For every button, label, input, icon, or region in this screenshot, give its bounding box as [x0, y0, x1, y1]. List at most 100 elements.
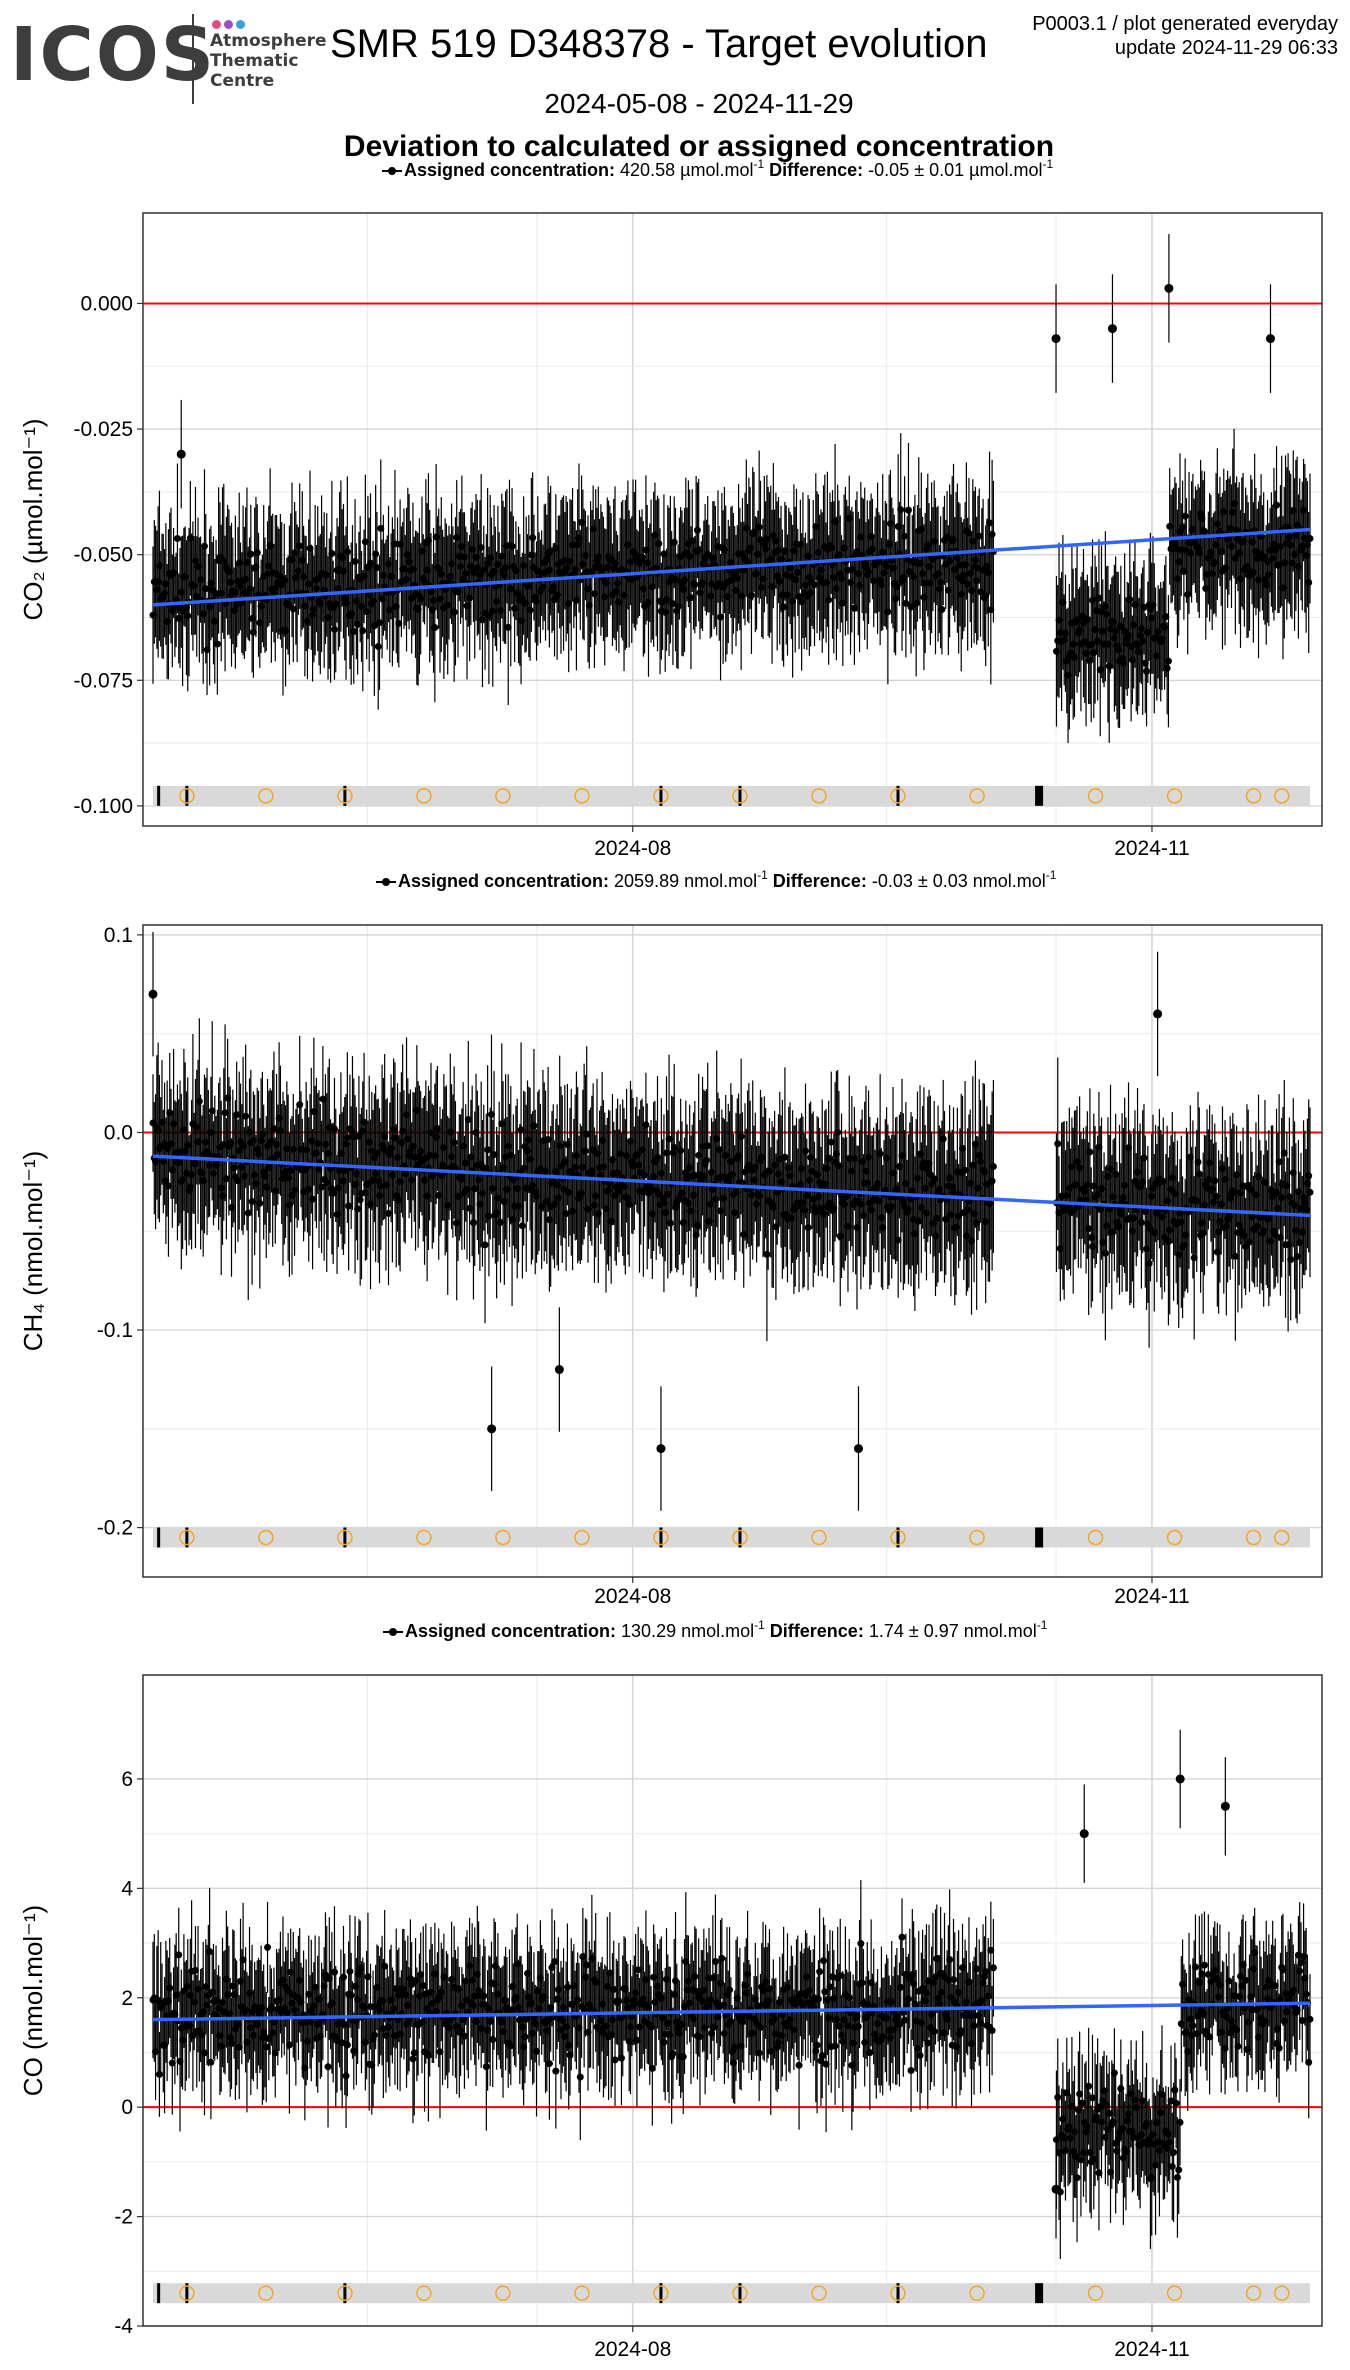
- data-point: [270, 1125, 278, 1133]
- data-point: [780, 603, 788, 611]
- data-point: [1107, 324, 1117, 334]
- chart-subtitle: Deviation to calculated or assigned conc…: [343, 130, 1055, 163]
- logo-sub-line-2: Thematic: [210, 51, 299, 71]
- marker-circle: [495, 1529, 511, 1546]
- data-point: [184, 612, 192, 620]
- data-point: [395, 619, 403, 627]
- chart-panel-co2: Assigned concentration: 420.58 µmol.mol-…: [18, 157, 1323, 860]
- marker-tick: [659, 1527, 663, 1548]
- data-point: [957, 2027, 965, 2035]
- data-point: [195, 1097, 203, 1105]
- data-point: [802, 1147, 810, 1155]
- data-point: [717, 613, 725, 621]
- data-point: [419, 1982, 427, 1990]
- data-point: [711, 1957, 719, 1965]
- data-point: [370, 622, 378, 630]
- data-point: [347, 1991, 355, 1999]
- data-point: [737, 1133, 745, 1141]
- data-point: [330, 1968, 338, 1976]
- marker-strip: [153, 1527, 1310, 1548]
- data-point: [1287, 1256, 1295, 1264]
- data-point: [168, 2059, 176, 2067]
- data-point: [311, 1983, 319, 1991]
- marker-tick: [157, 785, 161, 806]
- marker-tick: [896, 2283, 900, 2304]
- marker-circle: [179, 2285, 195, 2301]
- data-point: [1211, 1177, 1219, 1185]
- data-point: [436, 2048, 444, 2056]
- data-point: [853, 1444, 863, 1454]
- data-point: [460, 2032, 468, 2040]
- marker-circle: [179, 1529, 195, 1546]
- data-point: [381, 1962, 389, 1970]
- data-point: [669, 2049, 677, 2057]
- data-point: [343, 2041, 351, 2049]
- data-point: [939, 1135, 947, 1143]
- data-point: [166, 1984, 174, 1992]
- data-point: [897, 1983, 905, 1991]
- data-point: [1145, 1260, 1153, 1268]
- data-point: [1164, 283, 1174, 293]
- data-point: [822, 2060, 830, 2068]
- x-tick-label: 2024-11: [1114, 837, 1190, 860]
- marker-circle: [969, 788, 985, 804]
- data-point: [1194, 1158, 1202, 1166]
- data-point: [615, 1997, 623, 2005]
- data-point: [1285, 1193, 1293, 1201]
- data-point: [239, 1956, 247, 1964]
- data-point: [385, 1209, 393, 1217]
- data-point: [820, 1957, 828, 1965]
- marker-circle: [653, 1529, 669, 1546]
- data-point: [202, 585, 210, 593]
- data-point: [973, 1965, 981, 1973]
- data-point: [854, 2022, 862, 2030]
- data-point: [898, 1933, 906, 1941]
- marker-circle: [653, 788, 669, 804]
- data-point: [526, 606, 534, 614]
- legend-sup: -1: [754, 1618, 765, 1632]
- marker-circle: [653, 2285, 669, 2301]
- data-point: [343, 548, 351, 556]
- data-point: [825, 596, 833, 604]
- legend-sup: -1: [757, 868, 768, 882]
- data-point: [373, 564, 381, 572]
- data-point: [1095, 594, 1103, 602]
- data-point: [826, 1983, 834, 1991]
- marker-circle: [732, 788, 748, 804]
- data-point: [248, 1198, 256, 1206]
- data-point: [691, 1973, 699, 1981]
- data-point: [477, 544, 485, 552]
- data-point: [970, 2022, 978, 2030]
- logo-sub-line-3: Centre: [210, 71, 275, 91]
- marker-circle: [890, 1529, 906, 1546]
- meta-line-1: P0003.1 / plot generated everyday: [1032, 13, 1338, 35]
- plot-meta: P0003.1 / plot generated everyday update…: [1032, 12, 1338, 60]
- data-point: [346, 1967, 354, 1975]
- chart-panel-co: Assigned concentration: 130.29 nmol.mol-…: [18, 1618, 1323, 2361]
- data-point: [480, 1992, 488, 2000]
- marker-tick: [1035, 2283, 1044, 2304]
- marker-strip: [153, 785, 1310, 806]
- data-point: [907, 2067, 915, 2075]
- data-point: [360, 1118, 368, 1126]
- data-point: [670, 538, 678, 546]
- data-point: [795, 593, 803, 601]
- data-point: [244, 1209, 252, 1217]
- data-point: [669, 600, 677, 608]
- legend-sup: -1: [1043, 157, 1054, 171]
- data-point: [364, 1973, 372, 1981]
- data-point: [648, 2064, 656, 2072]
- marker-circle: [416, 788, 432, 804]
- marker-circle: [890, 788, 906, 804]
- data-point: [176, 449, 186, 459]
- data-point: [1101, 1249, 1109, 1257]
- data-point: [529, 534, 537, 542]
- marker-circle: [574, 1529, 590, 1546]
- logo-wordmark: ICOS: [10, 12, 217, 98]
- data-point: [1143, 667, 1151, 675]
- y-tick-label: 0.1: [104, 924, 133, 947]
- data-point: [894, 1236, 902, 1244]
- data-point: [374, 643, 382, 651]
- trend-line: [152, 1154, 1311, 1218]
- data-point: [1076, 2090, 1084, 2098]
